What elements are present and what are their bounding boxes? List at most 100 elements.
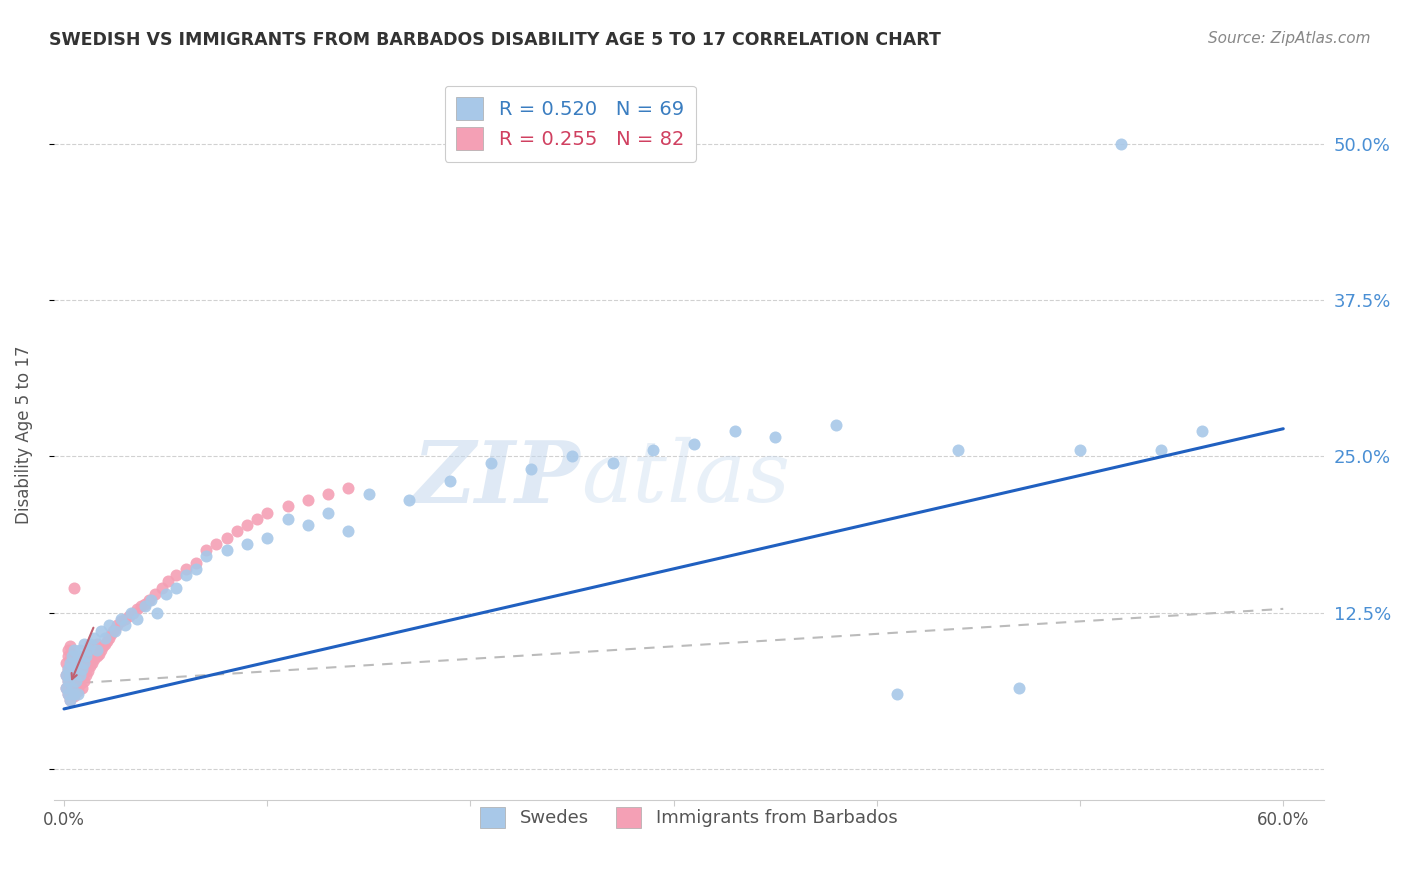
Point (129, 599, 152, 614)
Point (1191, 424, 1213, 438)
Point (205, 537, 228, 551)
Point (256, 531, 278, 545)
Point (825, 417, 848, 432)
Point (155, 587, 177, 601)
Point (69, 668, 91, 682)
Point (225, 524, 247, 539)
Point (156, 574, 179, 589)
Point (56, 687, 79, 701)
Point (276, 512, 298, 526)
Point (439, 475, 461, 489)
Point (55, 656, 77, 670)
Point (337, 481, 360, 495)
Point (174, 568, 197, 582)
Point (63, 581, 86, 595)
Point (316, 487, 339, 501)
Point (82, 656, 104, 670)
Text: Source: ZipAtlas.com: Source: ZipAtlas.com (1208, 31, 1371, 46)
Point (79, 637, 101, 651)
Point (59, 693, 82, 707)
Point (297, 518, 319, 533)
Point (104, 624, 127, 639)
Point (69, 665, 91, 679)
Point (90, 624, 112, 639)
Point (65, 656, 87, 670)
Point (195, 543, 218, 558)
Point (73, 662, 96, 676)
Point (65, 681, 87, 695)
Point (69, 643, 91, 657)
Y-axis label: Disability Age 5 to 17: Disability Age 5 to 17 (15, 345, 32, 524)
Point (77, 652, 100, 666)
Point (215, 543, 238, 558)
Point (79, 659, 101, 673)
Point (138, 593, 160, 607)
Point (55, 668, 77, 682)
Point (82, 643, 104, 657)
Point (256, 506, 278, 520)
Point (56, 649, 79, 664)
Point (195, 549, 218, 564)
Point (83, 640, 105, 654)
Point (236, 537, 259, 551)
Point (479, 456, 502, 470)
Point (110, 612, 132, 626)
Point (77, 643, 100, 657)
Point (184, 562, 207, 576)
Text: SWEDISH VS IMMIGRANTS FROM BARBADOS DISABILITY AGE 5 TO 17 CORRELATION CHART: SWEDISH VS IMMIGRANTS FROM BARBADOS DISA… (49, 31, 941, 49)
Point (1069, 442, 1091, 457)
Point (946, 442, 969, 457)
Point (763, 430, 786, 444)
Point (65, 674, 87, 689)
Point (79, 647, 101, 661)
Point (110, 615, 132, 629)
Point (561, 449, 583, 463)
Point (59, 693, 82, 707)
Point (236, 518, 259, 533)
Point (886, 687, 908, 701)
Point (93, 637, 115, 651)
Point (120, 606, 142, 620)
Point (122, 606, 145, 620)
Point (93, 631, 115, 645)
Point (55, 681, 77, 695)
Point (56, 643, 79, 657)
Point (127, 612, 149, 626)
Point (73, 649, 96, 664)
Point (100, 627, 122, 641)
Point (83, 631, 105, 645)
Point (55, 681, 77, 695)
Point (72, 668, 94, 682)
Point (141, 593, 163, 607)
Point (97, 631, 120, 645)
Point (69, 652, 91, 666)
Point (1109, 136, 1132, 151)
Point (134, 599, 156, 614)
Point (75, 668, 97, 682)
Point (56, 662, 79, 676)
Point (63, 665, 86, 679)
Point (60, 681, 83, 695)
Point (96, 634, 118, 648)
Point (60, 684, 83, 698)
Point (56, 674, 79, 689)
Point (67, 684, 90, 698)
Point (72, 681, 94, 695)
Point (59, 656, 82, 670)
Point (602, 456, 624, 470)
Point (114, 618, 136, 632)
Point (56, 674, 79, 689)
Point (114, 612, 136, 626)
Point (55, 668, 77, 682)
Point (59, 652, 82, 666)
Point (77, 665, 100, 679)
Point (134, 597, 156, 611)
Point (104, 622, 127, 636)
Point (97, 618, 120, 632)
Text: atlas: atlas (581, 437, 790, 520)
Text: ZIP: ZIP (413, 436, 581, 520)
Point (276, 500, 298, 514)
Point (118, 609, 141, 624)
Point (1008, 681, 1031, 695)
Point (65, 668, 87, 682)
